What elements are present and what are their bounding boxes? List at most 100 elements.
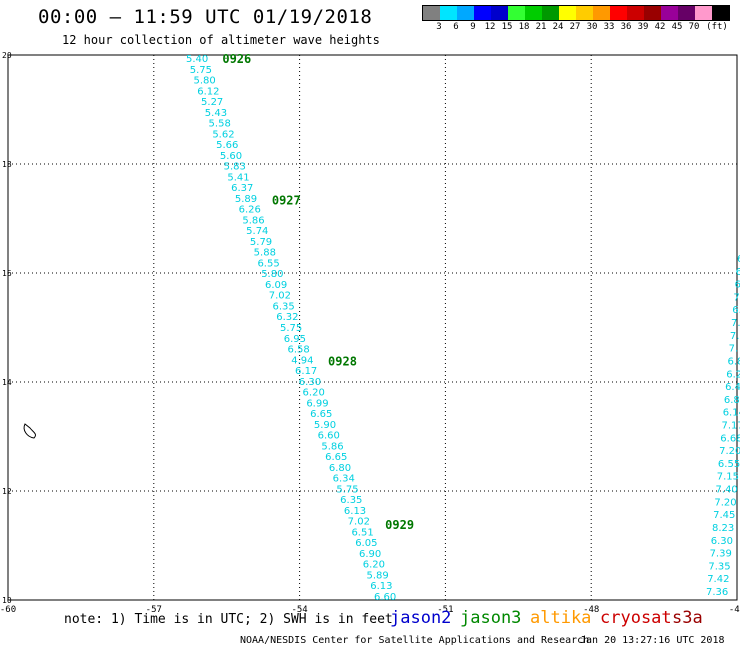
longitude-tick-label: -57 [146,605,162,615]
wave-height-value: 6.26 [239,205,261,216]
wave-height-value: 6.30 [711,536,733,547]
color-swatch [508,6,525,20]
wave-height-value: 6.80 [329,463,351,474]
color-scale-label: 3 [436,22,442,32]
wave-height-value: 6.55 [718,459,740,470]
color-scale-label: 18 [518,22,530,32]
wave-height-value: 6.17 [295,366,317,377]
wave-height-value: 5.90 [314,420,336,431]
wave-height-value: 5.86 [242,215,264,226]
color-scale-bar [422,5,730,21]
color-swatch [440,6,457,20]
wave-height-value: 6.37 [231,183,253,194]
wave-height-value: 6.2 [726,369,740,380]
wave-height-value: 5.58 [209,119,231,130]
wave-height-value: 6.34 [333,474,355,485]
island-outline [23,423,36,439]
latitude-tick-label: 10 [2,596,12,605]
satellite-legend-item: altika [530,608,592,628]
wave-height-value: 6. [735,280,740,291]
wave-height-value: 5.83 [224,162,246,173]
wave-height-value: 5.62 [212,129,234,140]
satellite-legend-item: jason3 [460,608,522,628]
color-scale-label: 30 [586,22,598,32]
longitude-tick-label: -48 [583,605,599,615]
wave-height-value: 7.20 [714,497,736,508]
color-swatch [576,6,593,20]
wave-height-value: 5.89 [366,570,388,581]
wave-height-value: 5.75 [336,484,358,495]
wave-height-value: 6.8 [727,356,740,367]
longitude-tick-label: -60 [0,605,16,615]
wave-height-value: 6.65 [310,409,332,420]
wave-height-value: 5.40 [186,54,208,65]
credit-text: NOAA/NESDIS Center for Satellite Applica… [240,635,590,646]
latitude-tick-label: 18 [2,160,12,169]
color-swatch [491,6,508,20]
wave-height-value: 6.13 [370,581,392,592]
satellite-legend-item: s3a [672,608,703,628]
wave-height-value: 5.75 [280,323,302,334]
wave-height-value: 5.80 [194,76,216,87]
color-scale-labels: 3 6 9 12 15 18 21 24 27 30 33 36 39 42 45 70 (ft) [422,22,740,34]
wave-height-value: 6.65 [325,452,347,463]
color-scale-label: 12 [484,22,496,32]
wave-height-value: 6. [736,267,740,278]
satellite-legend-item: jason2 [390,608,452,628]
color-scale-label: 36 [620,22,632,32]
latitude-tick-label: 14 [2,378,12,387]
color-swatch [525,6,542,20]
wave-height-value: 7. [733,292,740,303]
wave-height-value: 5.75 [190,65,212,76]
wave-height-value: 6.55 [257,258,279,269]
wave-height-value: 6.90 [359,549,381,560]
color-swatch [695,6,712,20]
longitude-tick-label: -54 [291,605,307,615]
satellite-legend-item: cryosat [600,608,672,628]
color-swatch [474,6,491,20]
wave-height-value: 5.43 [205,108,227,119]
color-scale-label: 6 [453,22,459,32]
footer-note: note: 1) Time is in UTC; 2) SWH is in fe… [64,612,393,627]
color-swatch [627,6,644,20]
color-swatch [610,6,627,20]
wave-height-value: 7.45 [713,510,735,521]
color-swatch [559,6,576,20]
wave-height-value: 7.20 [719,446,740,457]
wave-height-value: 6.14 [723,408,740,419]
wave-height-value: 5.27 [201,97,223,108]
map-subtitle: 12 hour collection of altimeter wave hei… [62,33,380,47]
wave-height-value: 6.05 [355,538,377,549]
wave-height-value: 7. [729,344,739,355]
wave-height-value: 7.39 [710,549,732,560]
wave-height-value: 6.60 [374,592,396,603]
color-swatch [661,6,678,20]
color-swatch [423,6,440,20]
wave-height-value: 5.74 [246,226,268,237]
color-swatch [712,6,729,20]
wave-height-value: 6. [737,254,740,265]
wave-height-value: 6.32 [276,312,298,323]
color-scale-label: 42 [654,22,666,32]
wave-height-value: 6.99 [306,398,328,409]
wave-height-value: 7.15 [717,472,739,483]
wave-height-value: 5.80 [261,269,283,280]
wave-height-value: 6.60 [318,431,340,442]
latitude-tick-label: 16 [2,269,12,278]
color-scale-label: 15 [501,22,513,32]
map-title: 00:00 – 11:59 UTC 01/19/2018 [38,6,373,28]
color-swatch [593,6,610,20]
wave-height-value: 6.58 [288,345,310,356]
color-scale-label: (ft) [706,22,728,32]
color-scale-label: 27 [569,22,581,32]
wave-height-value: 6.51 [351,527,373,538]
latitude-tick-label: 20 [2,51,12,60]
wave-height-value: 7.02 [269,291,291,302]
map-frame [7,54,738,601]
wave-height-value: 6.35 [272,301,294,312]
wave-height-value: 6.4 [725,382,740,393]
wave-height-value: 7.02 [348,517,370,528]
wave-height-value: 6.68 [720,433,740,444]
color-scale-label: 39 [637,22,649,32]
wave-height-value: 6.13 [344,506,366,517]
